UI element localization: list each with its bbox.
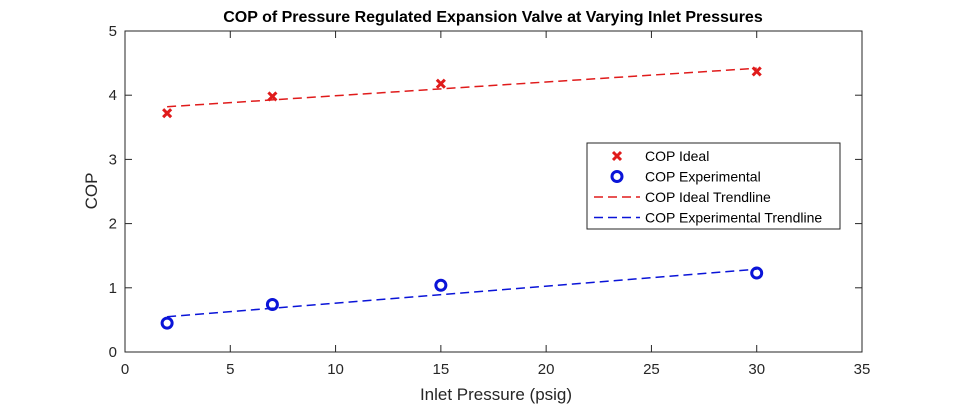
x-tick-label: 15 [433,361,450,378]
ideal-point [751,66,762,77]
y-tick-label: 2 [109,216,117,233]
legend-label: COP Ideal Trendline [645,189,771,205]
y-tick-label: 0 [109,344,117,361]
legend-box [586,142,841,230]
x-tick-label: 35 [854,361,871,378]
x-tick-label: 5 [226,361,234,378]
ideal-point [162,108,173,119]
x-marker-stroke [162,108,173,119]
legend-marker [611,150,623,162]
legend-label: COP Ideal [645,148,709,164]
x-marker-stroke [751,66,762,77]
x-tick-label: 0 [121,361,129,378]
x-tick-label: 30 [748,361,765,378]
x-marker-stroke [611,150,623,162]
legend-marker [610,170,624,183]
x-tick-label: 10 [327,361,344,378]
y-tick-label: 3 [109,151,117,168]
ideal-point [435,78,446,89]
plot-frame [124,30,863,353]
trendline [167,268,757,318]
x-marker-stroke [435,78,446,89]
y-tick-label: 4 [109,87,117,104]
x-tick-label: 25 [643,361,660,378]
trendline [167,67,757,108]
x-axis-label: Inlet Pressure (psig) [420,385,572,404]
experimental-point [434,278,448,292]
y-axis-label: COP [82,173,101,210]
x-marker-stroke [267,91,278,102]
experimental-point [265,297,279,311]
chart-title: COP of Pressure Regulated Expansion Valv… [223,9,763,26]
y-tick-label: 1 [109,280,117,297]
axes: 0 5 10 15 20 25 30 35 0 1 2 3 4 5 [109,23,871,378]
chart-marks [160,66,764,330]
experimental-point [750,266,764,280]
experimental-point [160,316,174,330]
x-tick-label: 20 [538,361,555,378]
legend-label: COP Experimental Trendline [645,210,822,226]
legend-label: COP Experimental [645,169,761,185]
legend: COP Ideal COP Experimental COP Ideal Trend… [586,142,841,230]
ideal-point [267,91,278,102]
y-tick-label: 5 [109,23,117,40]
